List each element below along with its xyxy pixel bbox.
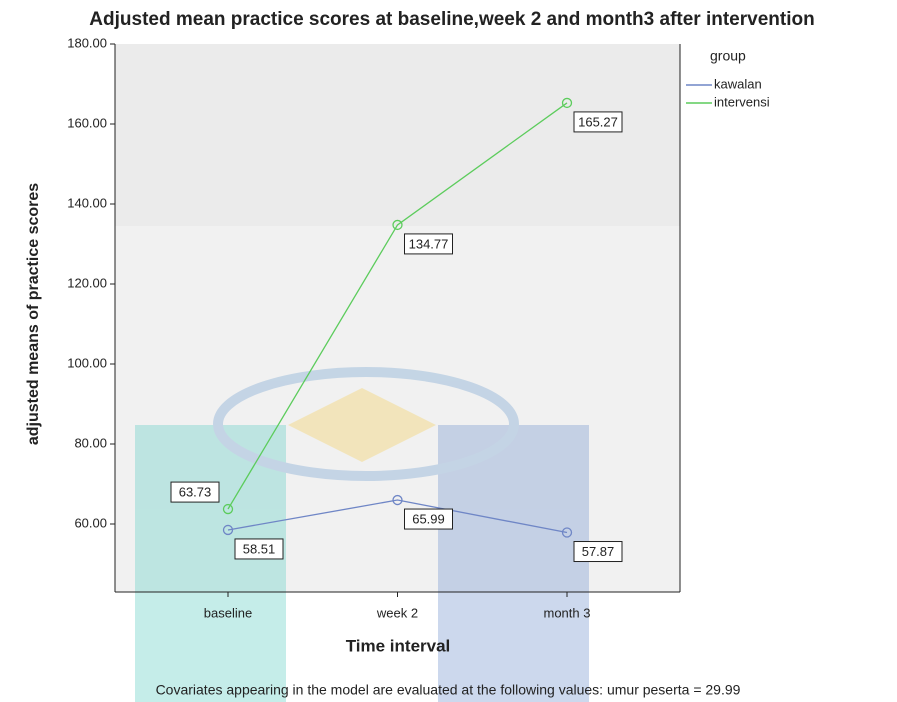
data-label: 57.87 xyxy=(582,544,615,559)
y-axis-label: adjusted means of practice scores xyxy=(25,183,42,445)
plot-band xyxy=(115,44,680,226)
data-label-box xyxy=(404,508,453,530)
data-point xyxy=(222,524,234,536)
series-line xyxy=(227,499,568,534)
y-tick-label: 60.00 xyxy=(74,515,107,530)
x-tick-label: week 2 xyxy=(376,605,418,620)
y-tick-label: 120.00 xyxy=(67,275,107,290)
legend-title: group xyxy=(710,48,746,64)
y-tick-label: 180.00 xyxy=(67,35,107,50)
data-label-box xyxy=(404,233,453,255)
data-label: 63.73 xyxy=(179,485,212,500)
x-axis-label: Time interval xyxy=(346,636,451,655)
data-label-box xyxy=(234,538,284,560)
legend-label: intervensi xyxy=(714,94,770,109)
y-tick-label: 80.00 xyxy=(74,435,107,450)
data-label: 65.99 xyxy=(412,511,445,526)
data-label-box xyxy=(573,541,623,563)
series-line xyxy=(227,102,568,510)
data-point xyxy=(561,97,573,109)
y-tick-label: 140.00 xyxy=(67,195,107,210)
chart-title: Adjusted mean practice scores at baselin… xyxy=(89,9,814,30)
y-tick-label: 160.00 xyxy=(67,115,107,130)
data-label-box xyxy=(573,111,623,133)
x-tick-label: baseline xyxy=(204,605,252,620)
legend-label: kawalan xyxy=(714,76,762,91)
data-point xyxy=(392,219,403,231)
y-tick-label: 100.00 xyxy=(67,355,107,370)
data-label: 58.51 xyxy=(243,541,276,556)
data-point xyxy=(392,494,403,506)
data-point xyxy=(222,503,234,515)
data-label: 165.27 xyxy=(578,114,618,129)
data-label-box xyxy=(170,481,220,503)
note: Covariates appearing in the model are ev… xyxy=(156,682,741,698)
data-point xyxy=(561,527,573,538)
x-tick-label: month 3 xyxy=(544,605,591,620)
data-label: 134.77 xyxy=(409,236,449,251)
watermark xyxy=(135,367,589,702)
